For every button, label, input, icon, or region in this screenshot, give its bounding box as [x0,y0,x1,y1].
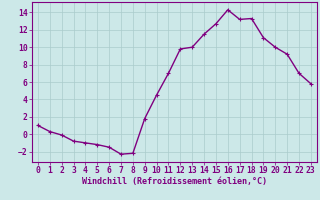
X-axis label: Windchill (Refroidissement éolien,°C): Windchill (Refroidissement éolien,°C) [82,177,267,186]
